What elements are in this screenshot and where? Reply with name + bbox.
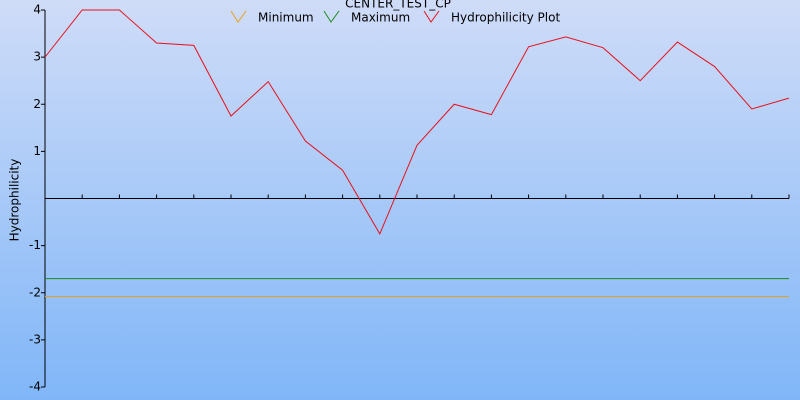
y-axis-label: Hydrophilicity [8,159,22,242]
y-tick-label: -1 [29,238,41,252]
y-tick-label: 3 [33,50,41,64]
y-tick-label: -4 [29,380,41,394]
legend-icon [323,10,340,23]
y-tick-label: 2 [33,97,41,111]
legend-label: Hydrophilicity Plot [451,11,560,25]
legend-label: Maximum [351,11,410,25]
series-line [44,9,790,235]
y-tick-label: -2 [29,285,41,299]
legend-icon [423,10,440,23]
y-tick-label: -3 [29,332,41,346]
y-tick-label: 4 [33,3,41,17]
y-tick-label: 1 [33,144,41,158]
legend-icon [230,10,247,23]
chart-title: CENTER_TEST_CP [345,0,451,11]
legend-label: Minimum [258,11,314,25]
